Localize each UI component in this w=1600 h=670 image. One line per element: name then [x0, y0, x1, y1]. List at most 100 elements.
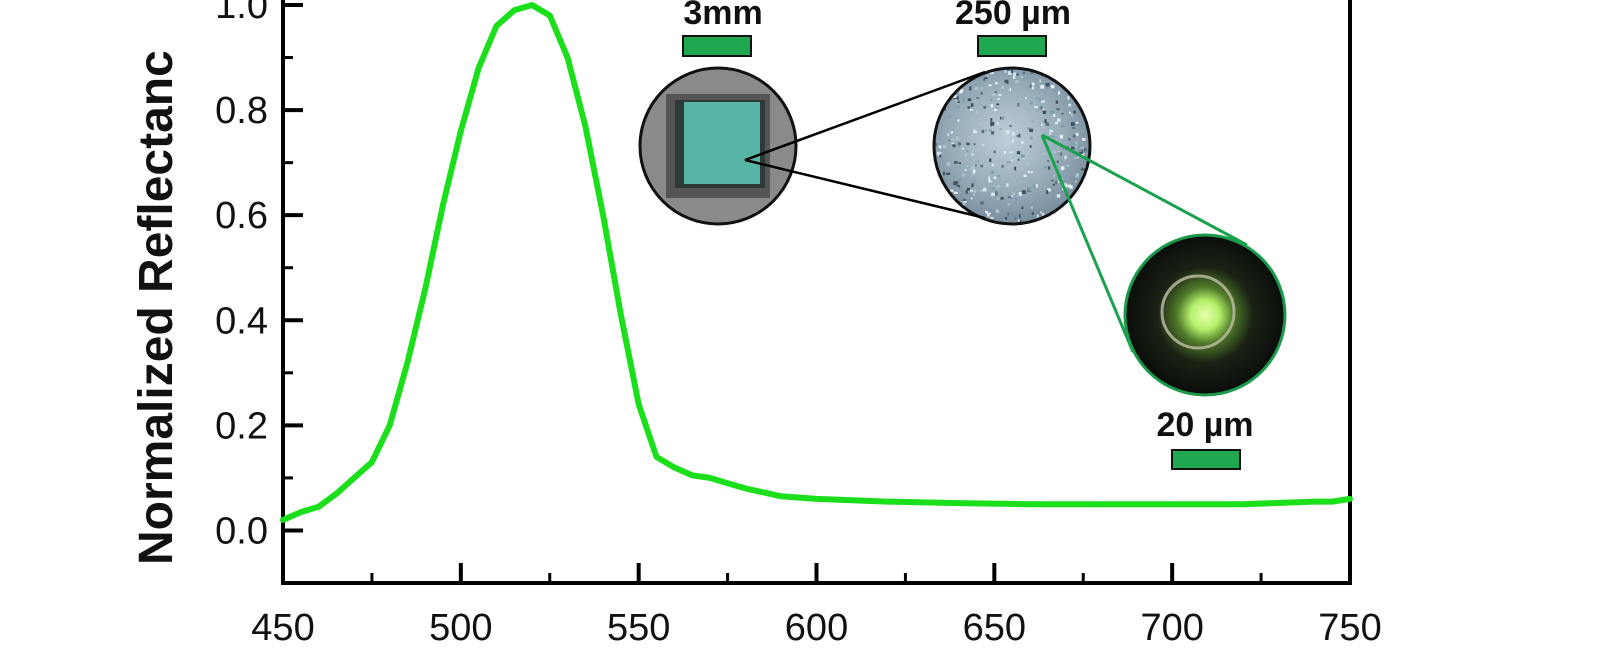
x-tick-label: 600 [785, 607, 848, 649]
reflection-spot-inset [1123, 233, 1287, 397]
micrograph-speckle [988, 129, 992, 132]
micrograph-speckle [957, 142, 961, 146]
micrograph-speckle [1077, 156, 1079, 159]
micrograph-speckle [1042, 152, 1045, 155]
micrograph-speckle [1001, 165, 1004, 168]
x-tick-label: 500 [429, 607, 492, 649]
micrograph-speckle [1075, 180, 1077, 184]
micrograph-speckle [966, 142, 970, 146]
micrograph-speckle [994, 82, 998, 85]
data-point [351, 475, 357, 481]
micrograph-speckle [988, 84, 992, 87]
micrograph-speckle [1075, 145, 1077, 149]
sample-photo-inset [638, 66, 798, 226]
x-tick-label: 550 [607, 607, 670, 649]
micrograph-speckle [1041, 108, 1045, 111]
micrograph-speckle [989, 158, 992, 163]
micrograph-speckle [990, 216, 994, 219]
micrograph-speckle [1031, 120, 1034, 123]
micrograph-speckle [980, 201, 984, 205]
micrograph-speckle [1069, 185, 1073, 189]
y-tick-label: 0.2 [215, 405, 268, 447]
micrograph-speckle [1034, 106, 1038, 108]
micrograph-speckle [934, 117, 937, 121]
micrograph-speckle [1028, 121, 1032, 124]
micrograph-speckle [1069, 111, 1071, 114]
micrograph-speckle [990, 170, 994, 175]
micrograph-speckle [1088, 212, 1090, 216]
micrograph-speckle [1042, 124, 1046, 128]
micrograph-speckle [1035, 184, 1038, 188]
micrograph-speckle [996, 106, 999, 111]
micrograph-speckle [949, 189, 954, 193]
micrograph-speckle [1058, 91, 1061, 95]
micrograph-speckle [950, 138, 954, 141]
micrograph-speckle [941, 187, 945, 190]
micrograph-speckle [1013, 209, 1018, 213]
micrograph-speckle [988, 179, 992, 183]
micrograph-speckle [990, 98, 993, 102]
data-point [529, 2, 535, 8]
micrograph-speckle [1014, 166, 1017, 171]
micrograph-speckle [1021, 140, 1024, 145]
micrograph-speckle [950, 70, 953, 74]
micrograph-speckle [973, 129, 976, 134]
micrograph-speckle [981, 129, 985, 134]
micrograph-speckle [1084, 91, 1087, 94]
micrograph-speckle [1011, 195, 1014, 198]
micrograph-speckle [1080, 86, 1084, 90]
micrograph-speckle [949, 88, 951, 93]
micrograph-inset [932, 66, 1095, 226]
micrograph-speckle [1062, 214, 1065, 219]
micrograph-speckle [972, 169, 976, 174]
micrograph-speckle [1018, 191, 1022, 196]
micrograph-speckle [973, 143, 976, 146]
micrograph-speckle [957, 100, 960, 103]
micrograph-speckle [1074, 135, 1077, 137]
micrograph-speckle [1056, 194, 1061, 198]
micrograph-speckle [965, 190, 968, 194]
micrograph-speckle [1088, 192, 1090, 195]
micrograph-speckle [956, 93, 959, 97]
micrograph-speckle [970, 103, 974, 107]
micrograph-speckle [959, 91, 962, 94]
micrograph-speckle [985, 210, 988, 214]
micrograph-speckle [1052, 88, 1056, 92]
micrograph-speckle [1017, 158, 1020, 161]
micrograph-speckle [1009, 124, 1012, 127]
micrograph-speckle [1045, 122, 1050, 126]
scale-label-250um: 250 µm [955, 0, 1071, 32]
micrograph-speckle [1091, 109, 1093, 112]
micrograph-speckle [1006, 81, 1009, 84]
micrograph-speckle [1092, 178, 1095, 180]
micrograph-speckle [1075, 174, 1079, 178]
micrograph-speckle [1004, 151, 1007, 154]
micrograph-speckle [964, 169, 967, 171]
x-tick-label: 750 [1318, 607, 1381, 649]
micrograph-speckle [991, 130, 995, 135]
micrograph-speckle [1044, 119, 1047, 124]
data-point [618, 312, 624, 318]
micrograph-speckle [1031, 82, 1035, 86]
micrograph-speckle [997, 98, 1000, 100]
micrograph-speckle [1020, 154, 1025, 158]
y-tick-label: 0.6 [215, 195, 268, 237]
micrograph-speckle [1053, 114, 1056, 117]
micrograph-speckle [1027, 127, 1031, 130]
micrograph-speckle [966, 164, 969, 168]
micrograph-speckle [978, 121, 981, 126]
micrograph-speckle [992, 93, 997, 96]
micrograph-speckle [1048, 166, 1051, 170]
micrograph-speckle [1030, 72, 1034, 75]
micrograph-speckle [950, 219, 955, 222]
data-point [778, 493, 784, 499]
scale-label-20um: 20 µm [1156, 406, 1253, 444]
micrograph-speckle [990, 118, 993, 122]
micrograph-speckle [957, 145, 960, 148]
micrograph-speckle [1056, 160, 1059, 163]
micrograph-speckle [996, 174, 1001, 178]
micrograph-speckle [999, 128, 1002, 130]
micrograph-speckle [1057, 118, 1061, 122]
micrograph-speckle [989, 71, 994, 75]
